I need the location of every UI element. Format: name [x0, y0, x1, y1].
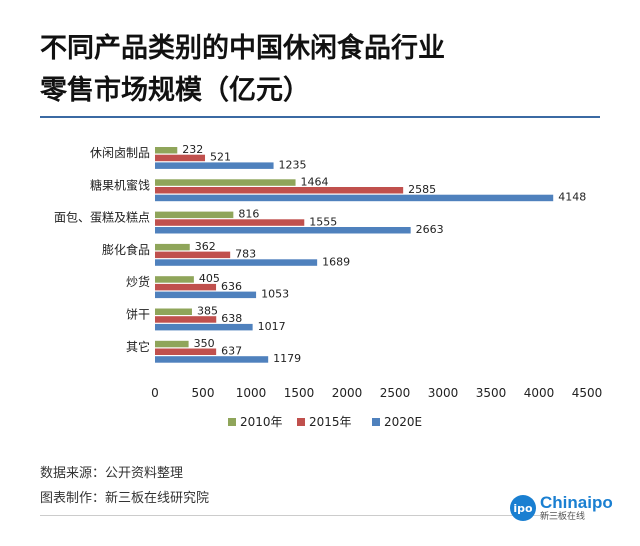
category-label: 糖果机蜜饯	[90, 177, 150, 192]
category-label: 其它	[126, 339, 150, 354]
bar	[155, 211, 234, 219]
data-label: 1464	[301, 175, 329, 188]
data-label: 1017	[258, 320, 286, 333]
bar	[155, 154, 206, 162]
bar	[155, 283, 217, 291]
bar	[155, 251, 231, 259]
bar	[155, 291, 257, 299]
category-label: 炒货	[126, 274, 150, 289]
logo-name: Chinaipo	[540, 493, 613, 512]
data-label: 636	[221, 280, 242, 293]
bar	[155, 316, 217, 323]
logo-sub: 新三板在线	[540, 512, 586, 522]
bar	[155, 194, 554, 202]
x-tick-label: 3000	[428, 386, 459, 400]
bar	[155, 323, 253, 331]
x-tick-label: 500	[192, 386, 215, 400]
x-tick-label: 1000	[236, 386, 267, 400]
bar	[155, 147, 178, 154]
data-label: 521	[210, 151, 231, 164]
bar	[155, 243, 190, 251]
data-label: 1689	[322, 255, 350, 268]
legend-label: 2020E	[384, 415, 422, 429]
bar	[155, 308, 192, 315]
data-label: 816	[238, 208, 259, 221]
data-label: 638	[221, 312, 242, 325]
data-label: 350	[194, 337, 215, 350]
x-tick-label: 4000	[524, 386, 555, 400]
chart-title-line2: 零售市场规模（亿元）	[40, 75, 310, 106]
chinaipo-logo: ipo Chinaipo 新三板在线	[510, 494, 613, 522]
data-label: 362	[195, 240, 216, 253]
maker-note: 图表制作：新三板在线研究院	[40, 491, 210, 506]
chart-title-line1: 不同产品类别的中国休闲食品行业	[40, 33, 445, 64]
legend-swatch	[372, 418, 380, 426]
legend-swatch	[297, 418, 305, 426]
logo-mark-icon: ipo	[510, 495, 536, 521]
legend-label: 2015年	[309, 415, 352, 429]
x-tick-label: 4500	[572, 386, 603, 400]
data-label: 232	[182, 143, 203, 156]
legend-label: 2010年	[240, 415, 283, 429]
bar	[155, 227, 411, 234]
x-tick-label: 2500	[380, 386, 411, 400]
bar	[155, 356, 269, 363]
data-label: 1053	[261, 288, 289, 301]
bar	[155, 259, 318, 266]
bar	[155, 162, 274, 169]
bar	[155, 179, 296, 186]
bar	[155, 187, 404, 194]
footer-divider	[40, 515, 560, 516]
category-label: 休闲卤制品	[90, 146, 150, 160]
category-label: 面包、蛋糕及糕点	[54, 211, 150, 225]
x-tick-label: 0	[151, 386, 159, 400]
data-label: 637	[221, 345, 242, 358]
category-label: 膨化食品	[102, 242, 150, 257]
bar	[155, 276, 194, 283]
source-note: 数据来源：公开资料整理	[40, 466, 184, 481]
data-label: 2663	[416, 223, 444, 236]
title-divider	[40, 116, 600, 118]
data-label: 385	[197, 305, 218, 318]
x-tick-label: 2000	[332, 386, 363, 400]
data-label: 783	[235, 248, 256, 261]
data-label: 1235	[279, 158, 307, 171]
data-label: 2585	[408, 183, 436, 196]
chart-title: 不同产品类别的中国休闲食品行业 零售市场规模（亿元）	[40, 28, 445, 112]
category-label: 饼干	[126, 308, 150, 322]
data-label: 1179	[273, 352, 301, 365]
x-tick-label: 3500	[476, 386, 507, 400]
legend-swatch	[228, 418, 236, 426]
bar	[155, 219, 305, 226]
data-label: 405	[199, 272, 220, 285]
x-tick-label: 1500	[284, 386, 315, 400]
bar	[155, 348, 217, 355]
data-label: 1555	[309, 215, 337, 228]
bar	[155, 340, 189, 348]
data-label: 4148	[558, 191, 586, 204]
